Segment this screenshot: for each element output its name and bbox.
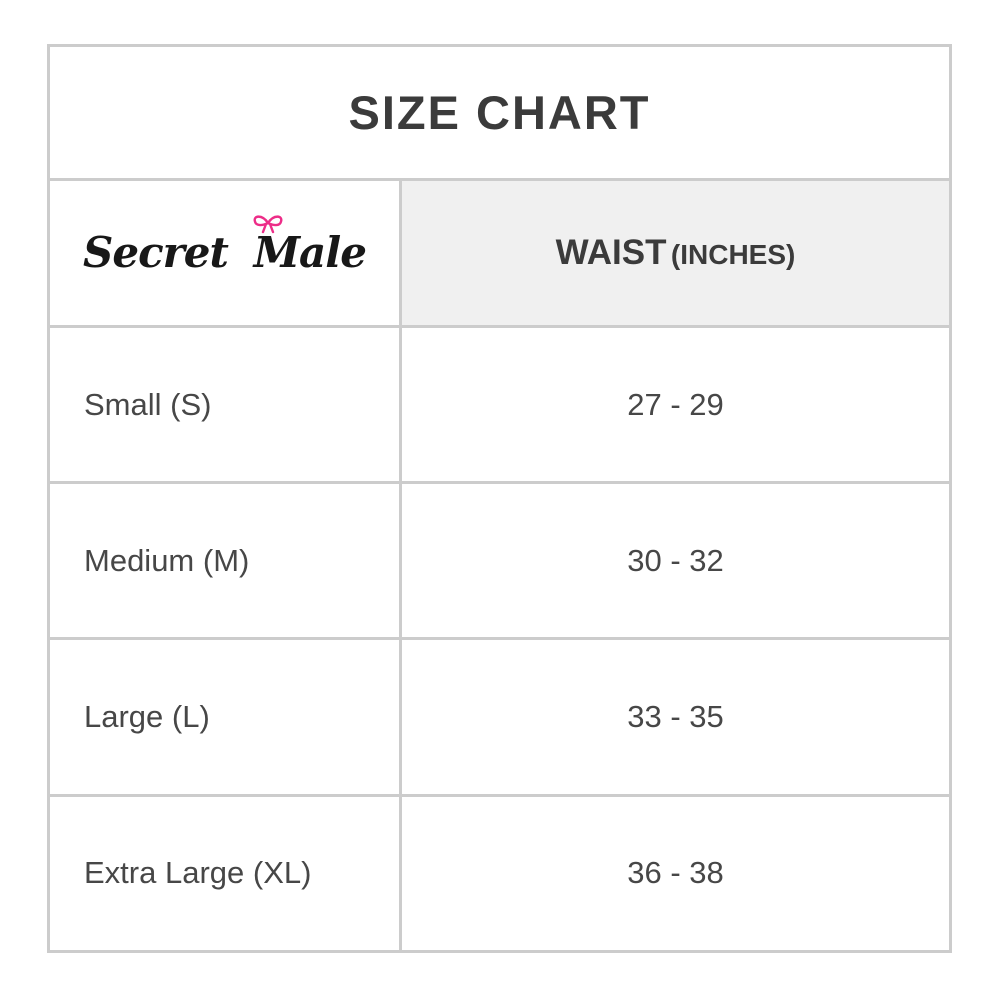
size-label: Small (S) (47, 324, 402, 485)
waist-value: 33 - 35 (399, 637, 952, 797)
column-header-waist: WAIST (INCHES) (399, 177, 952, 328)
size-chart: SIZE CHART Secret Male (47, 44, 952, 954)
size-label: Extra Large (XL) (47, 793, 402, 954)
table-row: Extra Large (XL) 36 - 38 (47, 793, 952, 954)
table-row: Small (S) 27 - 29 (47, 324, 952, 485)
brand-word-male: Male (253, 228, 367, 278)
size-chart-table: SIZE CHART Secret Male (47, 44, 952, 954)
size-label: Large (L) (47, 637, 402, 797)
waist-value: 30 - 32 (399, 481, 952, 641)
waist-header-unit: (INCHES) (670, 238, 796, 270)
header-row: Secret Male WAIST (INCHES) (47, 177, 952, 328)
title-row: SIZE CHART (47, 44, 952, 181)
waist-value: 36 - 38 (399, 793, 952, 954)
waist-header-label: WAIST (555, 232, 667, 272)
bow-icon (253, 215, 283, 234)
page-title: SIZE CHART (47, 44, 952, 181)
brand-word-male-wrap: Male (253, 215, 367, 278)
size-label: Medium (M) (47, 481, 402, 641)
table-row: Large (L) 33 - 35 (47, 637, 952, 797)
brand-word-secret: Secret (83, 228, 229, 278)
waist-value: 27 - 29 (399, 324, 952, 485)
brand-logo-cell: Secret Male (47, 177, 402, 328)
table-row: Medium (M) 30 - 32 (47, 481, 952, 641)
brand-logo: Secret Male (83, 215, 367, 278)
